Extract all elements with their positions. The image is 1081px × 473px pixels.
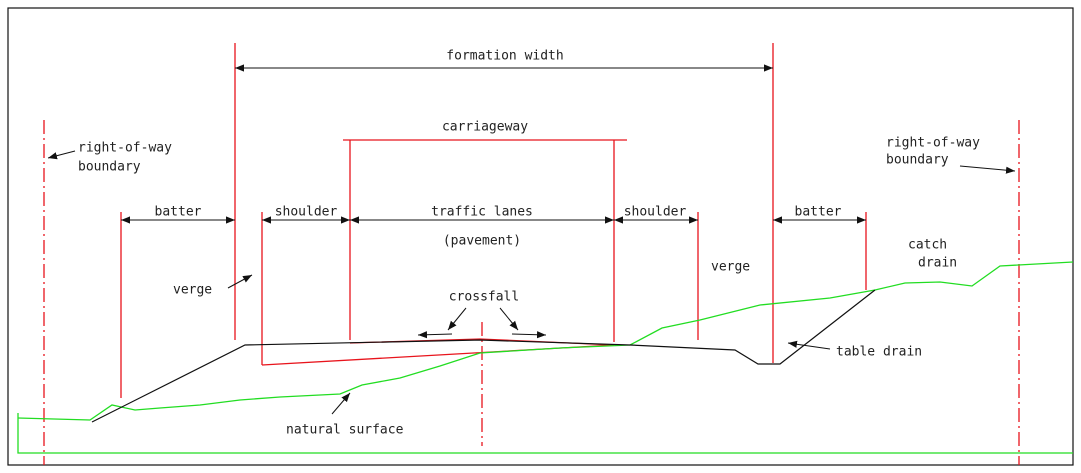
label: batter bbox=[155, 205, 202, 220]
leader bbox=[959, 165, 1016, 174]
crossfall-arrow bbox=[511, 331, 547, 339]
label: verge bbox=[173, 283, 212, 298]
label: right-of-way bbox=[886, 136, 980, 151]
label: formation width bbox=[446, 49, 563, 64]
leader bbox=[499, 307, 519, 331]
label: shoulder bbox=[275, 205, 338, 220]
ground-base bbox=[17, 413, 1073, 454]
crossfall-arrow bbox=[417, 331, 453, 339]
frame bbox=[7, 7, 1074, 466]
leader bbox=[447, 307, 467, 331]
label: traffic lanes bbox=[431, 205, 533, 220]
leader bbox=[787, 340, 831, 350]
leader bbox=[331, 392, 351, 415]
leader bbox=[227, 274, 253, 289]
label: shoulder bbox=[624, 205, 687, 220]
label: carriageway bbox=[442, 120, 528, 135]
label: natural surface bbox=[286, 423, 404, 438]
label: (pavement) bbox=[443, 234, 521, 249]
label: batter bbox=[795, 205, 842, 220]
natural-surface bbox=[17, 261, 1074, 421]
label: table drain bbox=[836, 345, 922, 360]
label: verge bbox=[711, 260, 750, 275]
leader bbox=[47, 150, 76, 160]
label: boundary bbox=[886, 153, 949, 168]
label: right-of-way bbox=[78, 141, 172, 156]
label: crossfall bbox=[449, 290, 519, 305]
label: boundary bbox=[78, 160, 141, 175]
label: catch bbox=[908, 238, 947, 253]
label: drain bbox=[918, 256, 957, 271]
formation bbox=[91, 289, 876, 423]
